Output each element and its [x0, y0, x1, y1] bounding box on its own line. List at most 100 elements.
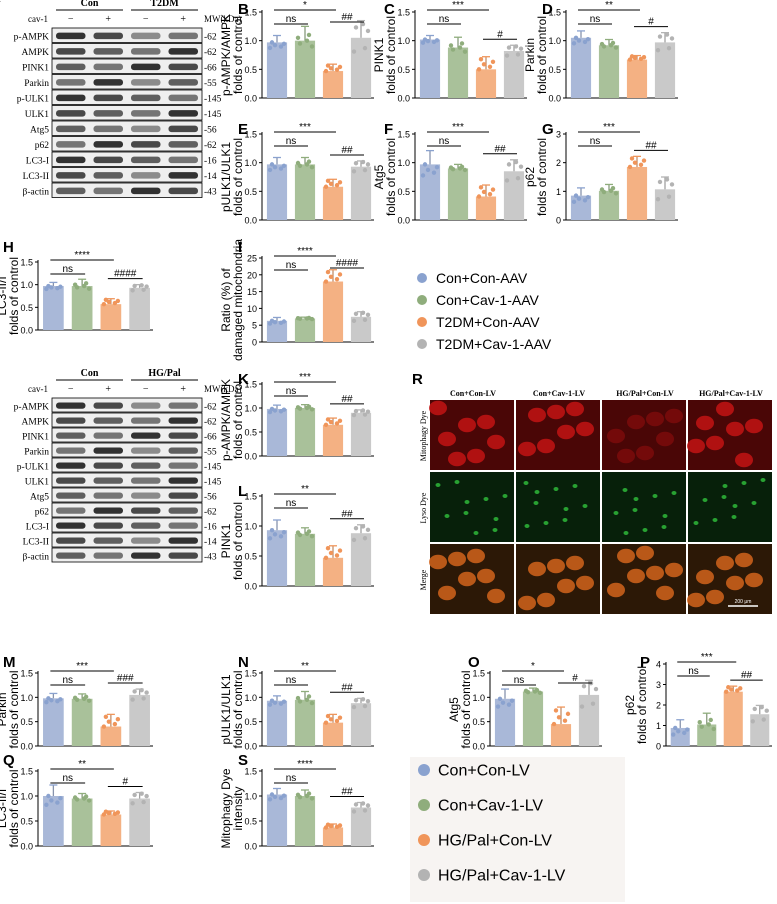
micro-cell: [735, 552, 753, 568]
data-point: [362, 317, 368, 323]
blot-mw-label: -66: [204, 432, 217, 442]
bar: [322, 186, 344, 220]
blot-band: [131, 94, 161, 102]
blot-cav-label: cav-1: [28, 14, 48, 24]
data-point: [46, 283, 51, 289]
data-point: [72, 695, 78, 701]
data-point: [360, 159, 366, 165]
blot-band: [93, 94, 123, 102]
data-point: [365, 527, 371, 533]
data-point: [328, 550, 334, 556]
blot-band: [93, 552, 123, 559]
blot-band: [131, 125, 161, 133]
panel-letter: K: [238, 371, 249, 388]
bar: [129, 694, 150, 746]
data-point: [115, 298, 121, 304]
data-point: [353, 161, 359, 166]
blot-mw-label: -62: [204, 33, 217, 43]
y-axis-label: pULK1/ULK1: [219, 142, 233, 212]
data-point: [629, 156, 635, 161]
blot-mw-label: -55: [204, 447, 217, 457]
y-tick-label: 3: [556, 130, 561, 140]
micro-cell: [665, 562, 683, 578]
y-tick-label: 5: [252, 321, 257, 331]
micro-cell: [732, 504, 738, 508]
y-axis-label: p-AMPK/AMPK: [219, 379, 233, 461]
y-tick-label: 0.5: [244, 65, 257, 75]
y-tick-label: 1.5: [244, 130, 257, 140]
data-point: [106, 719, 112, 724]
data-point: [706, 722, 711, 727]
data-point: [664, 177, 670, 182]
data-point: [632, 160, 638, 165]
bar: [322, 722, 344, 746]
data-point: [115, 810, 121, 815]
legend-label: Con+Con-AAV: [436, 270, 528, 286]
micro-cell: [582, 504, 588, 508]
blot-band: [93, 156, 123, 164]
micro-row-label: Merge: [419, 569, 428, 590]
micro-cell: [473, 531, 479, 535]
significance-label: **: [605, 0, 613, 11]
data-point: [641, 54, 647, 60]
blot-sign: −: [68, 14, 74, 25]
data-point: [581, 683, 587, 689]
significance-label: ####: [336, 258, 359, 269]
y-tick-label: 0.5: [244, 428, 257, 438]
micro-cell: [735, 452, 753, 468]
data-point: [337, 418, 343, 423]
blot-band: [93, 141, 123, 148]
y-axis-label: folds of control: [231, 16, 245, 94]
blot-strip: [51, 547, 203, 563]
blot-band: [56, 402, 86, 409]
significance-label: ns: [62, 773, 73, 784]
bar: [266, 794, 288, 846]
micro-cell: [528, 407, 546, 423]
data-point: [362, 808, 368, 813]
data-point: [599, 187, 605, 192]
y-tick-label: 0.0: [244, 582, 257, 592]
data-point: [556, 715, 562, 720]
data-point: [272, 794, 278, 800]
data-point: [571, 41, 577, 46]
panel-letter: F: [384, 121, 393, 138]
blot-band: [168, 125, 198, 133]
micro-cell: [613, 511, 619, 515]
bar: [43, 796, 64, 846]
significance-label: ns: [514, 675, 525, 686]
blot-sign: −: [143, 14, 149, 25]
bar: [71, 698, 93, 746]
data-point: [103, 809, 109, 814]
blot-band: [131, 32, 161, 40]
data-point: [431, 170, 437, 175]
data-point: [365, 28, 371, 34]
y-axis-label: LC3-II/I: [0, 276, 9, 315]
blot-band: [93, 492, 123, 499]
y-tick-label: 1.0: [20, 693, 33, 703]
micro-cell: [617, 448, 635, 464]
significance-label: ns: [688, 666, 699, 677]
significance-label: ***: [76, 661, 88, 672]
blot-strip: [51, 517, 203, 533]
data-point: [459, 164, 465, 169]
data-point: [44, 802, 49, 807]
data-point: [306, 159, 312, 164]
micro-cell: [487, 588, 505, 604]
data-point: [562, 718, 568, 723]
legend-marker: [417, 317, 427, 327]
legend-marker: [417, 273, 427, 283]
blot-mw-label: -145: [204, 477, 222, 487]
data-point: [582, 198, 588, 203]
blot-strip: [51, 58, 203, 74]
y-axis-label: intensity: [231, 786, 245, 830]
bar: [100, 814, 122, 846]
micro-cell: [656, 585, 674, 601]
data-point: [334, 718, 340, 724]
bar: [100, 726, 122, 746]
blot-band: [168, 507, 198, 514]
micro-cell: [656, 431, 674, 447]
blot-strip: [51, 27, 203, 43]
micro-cell: [547, 558, 565, 574]
